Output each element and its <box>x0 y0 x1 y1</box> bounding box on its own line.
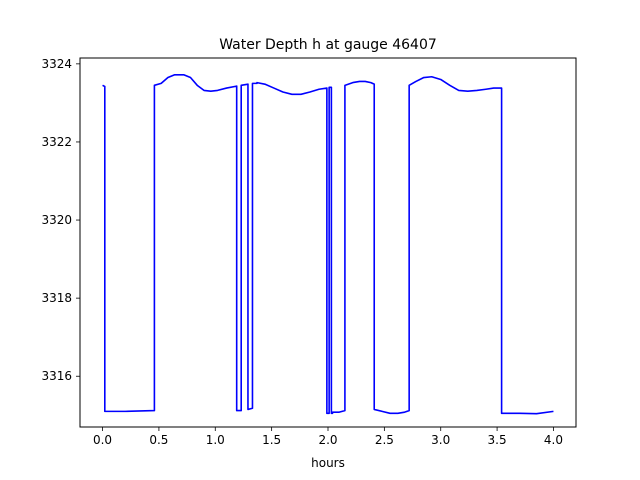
y-tick-label: 3322 <box>41 135 72 149</box>
y-tick-label: 3316 <box>41 369 72 383</box>
x-tick-label: 1.5 <box>262 433 281 447</box>
x-tick-label: 3.0 <box>431 433 450 447</box>
y-tick-label: 3320 <box>41 213 72 227</box>
chart-title: Water Depth h at gauge 46407 <box>219 37 437 53</box>
plot-area <box>79 57 577 428</box>
x-tick-label: 0.5 <box>149 433 168 447</box>
x-axis-label: hours <box>311 456 345 470</box>
series-line-1 <box>102 73 554 415</box>
x-tick-label: 4.0 <box>544 433 563 447</box>
x-tick-label: 1.0 <box>206 433 225 447</box>
series-layer <box>102 73 554 415</box>
x-tick-label: 0.0 <box>93 433 112 447</box>
plot-background <box>80 58 576 427</box>
x-tick-label: 2.0 <box>318 433 337 447</box>
y-tick-label: 3324 <box>41 57 72 71</box>
y-axis: 3316 3318 3320 3322 3324 <box>41 57 80 383</box>
x-tick-label: 3.5 <box>488 433 507 447</box>
x-axis: 0.0 0.5 1.0 1.5 2.0 2.5 3.0 3.5 4.0 <box>93 427 563 447</box>
x-tick-label: 2.5 <box>375 433 394 447</box>
y-tick-label: 3318 <box>41 291 72 305</box>
